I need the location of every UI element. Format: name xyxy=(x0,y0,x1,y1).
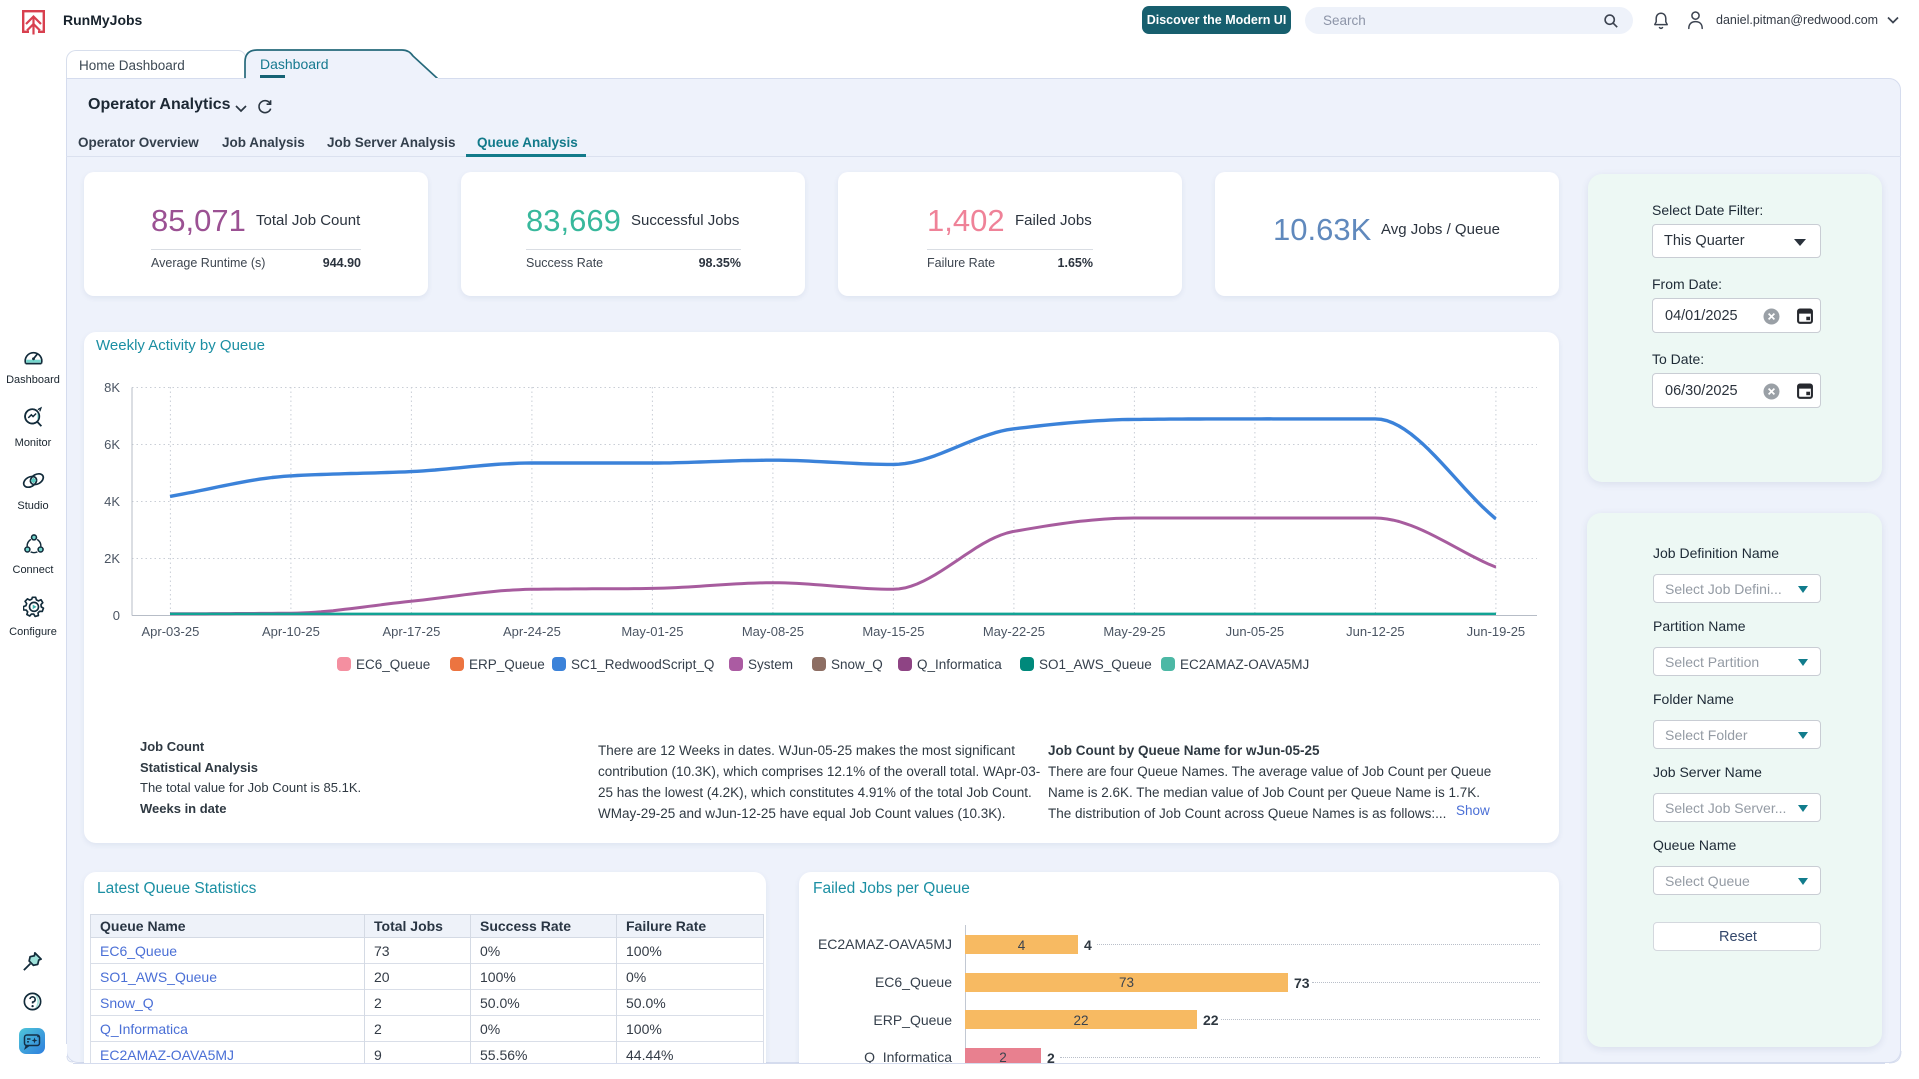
svg-text:Apr-10-25: Apr-10-25 xyxy=(262,624,320,639)
svg-text:May-15-25: May-15-25 xyxy=(862,624,924,639)
svg-text:May-29-25: May-29-25 xyxy=(1103,624,1165,639)
svg-text:May-08-25: May-08-25 xyxy=(742,624,804,639)
svg-text:2K: 2K xyxy=(104,551,120,566)
svg-text:May-01-25: May-01-25 xyxy=(621,624,683,639)
svg-text:May-22-25: May-22-25 xyxy=(983,624,1045,639)
svg-text:Apr-03-25: Apr-03-25 xyxy=(141,624,199,639)
svg-text:8K: 8K xyxy=(104,380,120,395)
svg-text:6K: 6K xyxy=(104,437,120,452)
svg-text:Jun-05-25: Jun-05-25 xyxy=(1226,624,1285,639)
svg-text:4K: 4K xyxy=(104,494,120,509)
svg-text:Jun-19-25: Jun-19-25 xyxy=(1467,624,1526,639)
svg-text:Apr-24-25: Apr-24-25 xyxy=(503,624,561,639)
svg-text:Jun-12-25: Jun-12-25 xyxy=(1346,624,1405,639)
svg-text:Apr-17-25: Apr-17-25 xyxy=(382,624,440,639)
svg-text:0: 0 xyxy=(113,608,120,623)
